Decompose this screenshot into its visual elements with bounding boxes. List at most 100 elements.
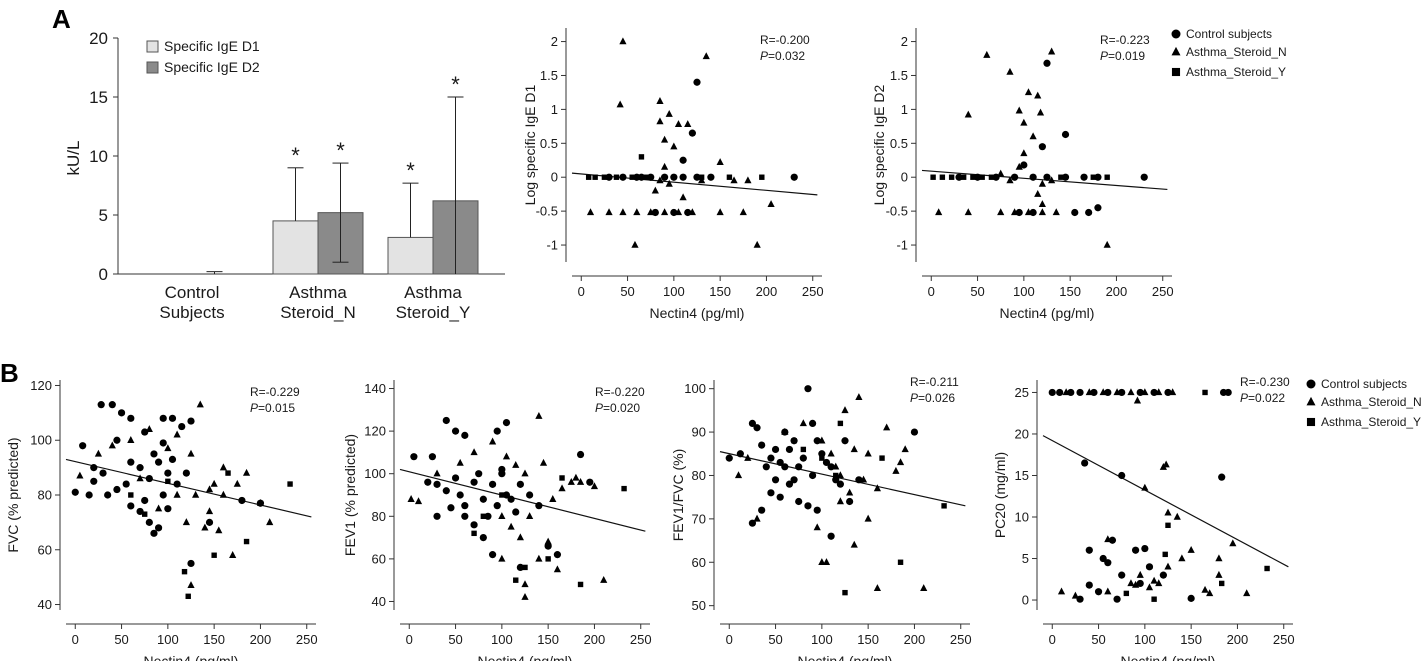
data-point	[901, 445, 909, 453]
data-point	[168, 455, 177, 464]
data-point	[619, 173, 627, 181]
data-point	[790, 173, 798, 181]
chart-b-pc20: 0 50 100 150 200 250 0 5 10 15 20 25 Nectin4 (pg/ml)…	[992, 375, 1422, 666]
data-point	[716, 208, 724, 216]
x-tick-label: 0	[406, 632, 413, 647]
x-tick-label: 250	[1152, 284, 1174, 299]
p-label: P	[250, 401, 258, 415]
data-point	[726, 174, 733, 180]
data-point	[964, 208, 972, 216]
p-value: P=0.026	[910, 391, 955, 405]
legend-marker	[1171, 67, 1181, 77]
data-point	[187, 581, 195, 589]
data-point	[864, 514, 872, 522]
data-point	[790, 476, 798, 484]
x-axis-title: Nectin4 (pg/ml)	[798, 653, 893, 661]
data-point	[71, 488, 79, 496]
data-point	[960, 174, 967, 180]
data-point	[818, 558, 826, 565]
legend-label: Specific IgE D2	[164, 59, 260, 75]
data-point	[181, 568, 188, 575]
data-point	[892, 466, 900, 474]
p-value: P=0.019	[1100, 49, 1145, 63]
data-point	[586, 478, 594, 486]
data-point	[145, 425, 153, 432]
data-point	[553, 565, 562, 573]
data-point	[873, 584, 882, 592]
x-tick-label: 250	[1273, 632, 1295, 647]
data-point	[1010, 208, 1019, 216]
data-point	[1076, 388, 1084, 397]
data-point	[997, 169, 1005, 177]
x-axis-title: Nectin4 (pg/ml)	[144, 653, 239, 661]
data-point	[173, 480, 181, 488]
data-point	[498, 470, 506, 478]
data-point	[1215, 570, 1223, 578]
legend-label: Specific IgE D1	[164, 38, 260, 54]
data-point	[488, 551, 497, 559]
data-point	[1162, 460, 1170, 468]
data-point	[1099, 554, 1107, 563]
data-point	[233, 479, 241, 487]
data-point	[698, 174, 705, 180]
data-point	[90, 464, 98, 472]
data-point	[141, 496, 149, 505]
regression-line	[65, 458, 312, 518]
data-point	[785, 445, 794, 454]
data-point	[577, 581, 584, 588]
data-point	[600, 575, 608, 583]
data-point	[1038, 179, 1046, 187]
data-point	[164, 505, 172, 513]
r-value: R=-0.211	[910, 375, 959, 389]
series-circle	[725, 385, 919, 540]
data-point	[776, 458, 784, 467]
data-point	[665, 179, 673, 187]
data-point	[108, 401, 116, 409]
data-point	[97, 401, 105, 409]
data-point	[619, 37, 627, 45]
data-point	[873, 484, 882, 492]
data-point	[1151, 596, 1157, 602]
data-point	[256, 499, 265, 506]
legend-marker	[1171, 29, 1181, 39]
y-tick-label: 5	[99, 206, 108, 225]
x-tick-label: 50	[768, 632, 782, 647]
x-tick-label: 150	[1180, 632, 1202, 647]
significance-star: *	[336, 138, 345, 163]
data-point	[104, 491, 112, 499]
data-point	[605, 208, 613, 216]
data-point	[781, 427, 789, 435]
data-point	[1113, 388, 1121, 396]
data-point	[1036, 108, 1045, 116]
data-point	[619, 208, 627, 216]
data-point	[656, 97, 664, 104]
data-point	[521, 580, 529, 588]
data-point	[679, 193, 687, 201]
y-axis-title: Log specific IgE D2	[871, 84, 887, 205]
data-point	[1029, 173, 1037, 181]
data-point	[238, 496, 246, 505]
data-point	[521, 593, 529, 600]
data-point	[804, 385, 812, 393]
x-tick-label: 200	[904, 632, 926, 647]
data-point	[827, 449, 835, 457]
y-tick-label: 120	[364, 424, 386, 439]
r-value: R=-0.220	[595, 385, 645, 399]
data-point	[734, 471, 743, 479]
data-point	[897, 559, 904, 565]
data-point	[1062, 388, 1070, 396]
legend-marker	[1171, 46, 1181, 56]
data-point	[479, 495, 487, 503]
r-value: R=-0.223	[1100, 33, 1150, 47]
data-point	[791, 438, 797, 444]
data-point	[1034, 91, 1042, 99]
data-point	[647, 173, 655, 181]
significance-star: *	[451, 72, 460, 97]
data-point	[800, 446, 807, 453]
y-tick-label: 50	[692, 598, 706, 613]
data-point	[1104, 174, 1110, 180]
data-point	[572, 473, 580, 481]
data-point	[1020, 118, 1028, 126]
data-point	[187, 559, 195, 568]
